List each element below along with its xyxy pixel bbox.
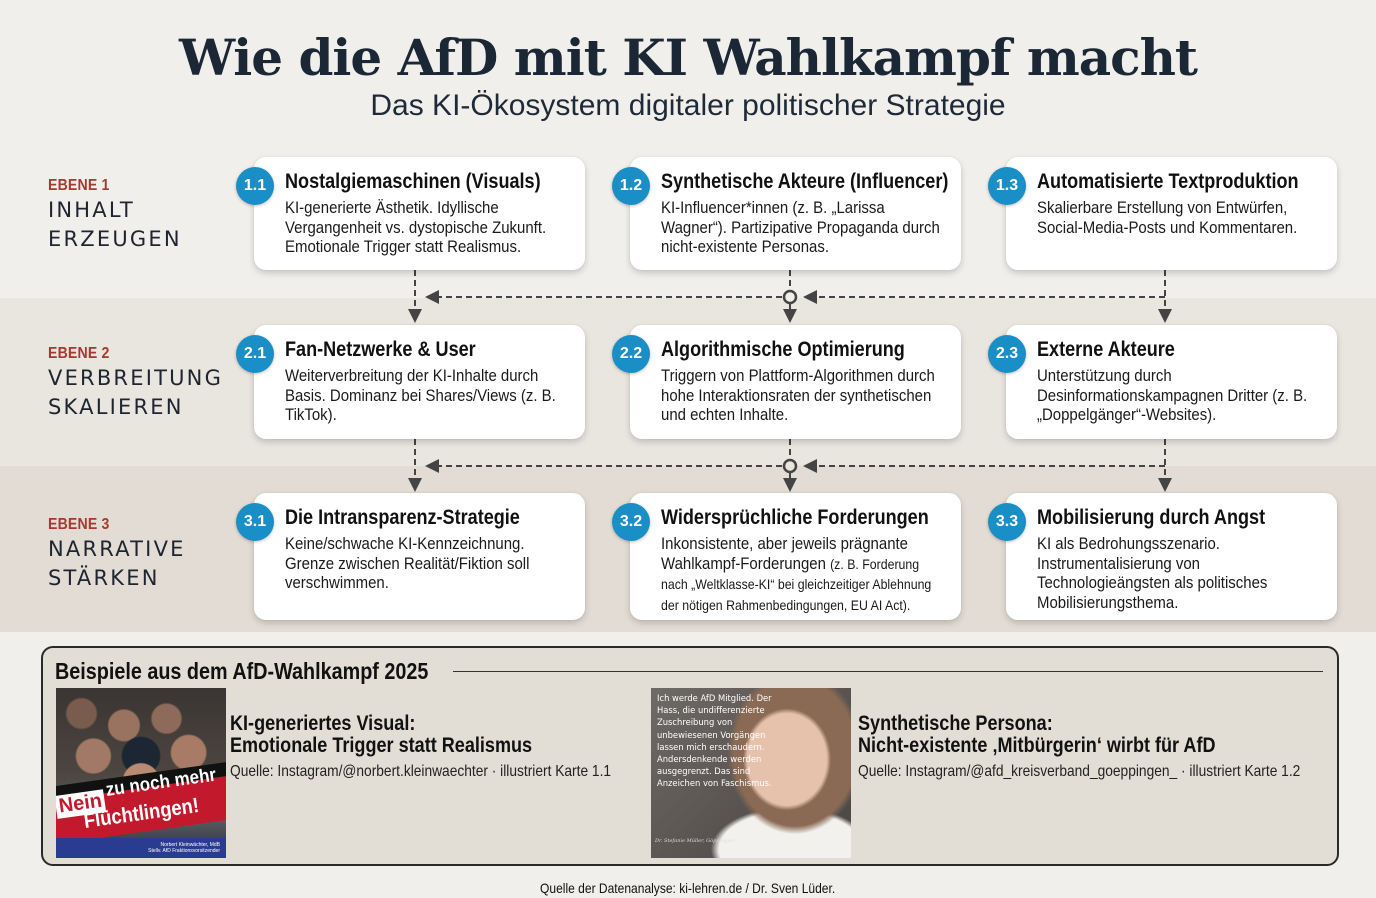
page-subtitle: Das KI-Ökosystem digitaler politischer S… (370, 89, 1006, 122)
example-heading-line2: Nicht-existente ‚Mitbürgerin‘ wirbt für … (858, 734, 1216, 757)
card-2-3: 2.3 Externe Akteure Unterstützung durch … (988, 325, 1337, 439)
level-tag: EBENE 1 (48, 177, 110, 194)
card-3-1: 3.1 Die Intransparenz-Strategie Keine/sc… (236, 493, 585, 620)
card-body-main: Inkonsistente, aber jeweils prägnante Wa… (661, 534, 909, 573)
card-2-1: 2.1 Fan-Netzwerke & User Weiterverbreitu… (236, 325, 585, 439)
poster-attribution: Norbert Kleinwächter, MdB Stellv. AfD Fr… (148, 842, 220, 854)
card-body-note: (z. B. Forderung nach „Weltklasse-KI“ be… (661, 555, 932, 613)
card-3-2: 3.2 Widersprüchliche Forderungen Inkonsi… (612, 493, 961, 620)
card-title: Mobilisierung durch Angst (1037, 506, 1266, 529)
level-name-line2: SKALIEREN (48, 395, 184, 419)
card-number-badge: 2.2 (612, 335, 650, 373)
card-title: Fan-Netzwerke & User (285, 338, 476, 361)
level-name-line2: ERZEUGEN (48, 227, 182, 251)
card-title: Automatisierte Textproduktion (1037, 170, 1299, 193)
card-number-badge: 2.1 (236, 335, 274, 373)
poster-author-role: Stellv. AfD Fraktionsvorsitzender (148, 848, 220, 854)
card-body: Weiterverbreitung der KI-Inhalte durch B… (285, 366, 556, 424)
level-name-line1: VERBREITUNG (48, 366, 224, 390)
example-caption-2: Synthetische Persona: Nicht-existente ‚M… (858, 713, 1372, 781)
level-label-3: EBENE 3 NARRATIVE STÄRKEN (48, 516, 186, 592)
level-tag: EBENE 3 (48, 516, 110, 533)
level-label-2: EBENE 2 VERBREITUNG SKALIEREN (48, 345, 223, 421)
card-title: Algorithmische Optimierung (661, 338, 905, 361)
persona-signature: Dr. Stefanie Müller, Göppingen (655, 838, 734, 844)
card-body: KI als Bedrohungsszenario. Instrumentali… (1037, 534, 1268, 612)
example-heading-line2: Emotionale Trigger statt Realismus (230, 734, 533, 757)
card-body: Unterstützung durch Desinformationskampa… (1037, 366, 1308, 424)
example-caption-1: KI-generiertes Visual: Emotionale Trigge… (230, 713, 673, 781)
card-title: Nostalgiemaschinen (Visuals) (285, 170, 541, 193)
card-1-2: 1.2 Synthetische Akteure (Influencer) KI… (612, 157, 961, 270)
examples-panel: Beispiele aus dem AfD-Wahlkampf 2025 Nei… (41, 646, 1339, 866)
card-body: KI-Influencer*innen (z. B. „Larissa Wagn… (661, 198, 940, 256)
card-number-badge: 3.2 (612, 503, 650, 541)
card-body: Triggern von Plattform-Algorithmen durch… (661, 366, 935, 424)
card-number-badge: 2.3 (988, 335, 1026, 373)
example-source: Quelle: Instagram/@norbert.kleinwaechter… (230, 763, 612, 780)
persona-portrait (651, 688, 851, 858)
level-name-line1: INHALT (48, 198, 135, 222)
band-divider (0, 632, 1376, 636)
card-title: Externe Akteure (1037, 338, 1175, 361)
card-number-badge: 1.3 (988, 167, 1026, 205)
card-title: Synthetische Akteure (Influencer) (661, 170, 949, 193)
example-image-persona: Ich werde AfD Mitglied. Der Hass, die un… (651, 688, 851, 858)
header: Wie die AfD mit KI Wahlkampf macht Das K… (0, 0, 1376, 150)
poster-author: Norbert Kleinwächter, MdB (160, 842, 220, 848)
footer-source: Quelle der Datenanalyse: ki-lehren.de / … (0, 880, 1376, 896)
example-image-crowd-poster: Nein zu noch mehr Flüchtlingen! Norbert … (56, 688, 226, 858)
page-title: Wie die AfD mit KI Wahlkampf macht (178, 28, 1198, 87)
level-name-line2: STÄRKEN (48, 566, 160, 590)
card-body: KI-generierte Ästhetik. Idyllische Verga… (285, 198, 547, 256)
card-body: Skalierbare Erstellung von Entwürfen, So… (1037, 198, 1298, 237)
examples-title: Beispiele aus dem AfD-Wahlkampf 2025 (55, 658, 429, 684)
footer-source-text: Quelle der Datenanalyse: ki-lehren.de / … (540, 880, 836, 896)
card-body: Inkonsistente, aber jeweils prägnante Wa… (661, 534, 947, 615)
card-3-3: 3.3 Mobilisierung durch Angst KI als Bed… (988, 493, 1337, 620)
poster-blue-stripe (56, 838, 226, 858)
level-tag: EBENE 2 (48, 345, 110, 362)
persona-quote: Ich werde AfD Mitglied. Der Hass, die un… (657, 693, 772, 789)
card-body: Keine/schwache KI-Kennzeichnung. Grenze … (285, 534, 530, 592)
card-number-badge: 1.2 (612, 167, 650, 205)
card-title: Die Intransparenz-Strategie (285, 506, 520, 529)
card-title: Widersprüchliche Forderungen (661, 506, 929, 529)
example-source: Quelle: Instagram/@afd_kreisverband_goep… (858, 763, 1301, 780)
card-1-1: 1.1 Nostalgiemaschinen (Visuals) KI-gene… (236, 157, 585, 270)
card-number-badge: 3.1 (236, 503, 274, 541)
card-number-badge: 1.1 (236, 167, 274, 205)
level-label-1: EBENE 1 INHALT ERZEUGEN (48, 177, 182, 253)
card-1-3: 1.3 Automatisierte Textproduktion Skalie… (988, 157, 1337, 270)
examples-divider (453, 671, 1323, 672)
example-heading-line1: Synthetische Persona: (858, 712, 1053, 735)
card-2-2: 2.2 Algorithmische Optimierung Triggern … (612, 325, 961, 439)
card-number-badge: 3.3 (988, 503, 1026, 541)
level-name-line1: NARRATIVE (48, 537, 186, 561)
example-heading-line1: KI-generiertes Visual: (230, 712, 416, 735)
